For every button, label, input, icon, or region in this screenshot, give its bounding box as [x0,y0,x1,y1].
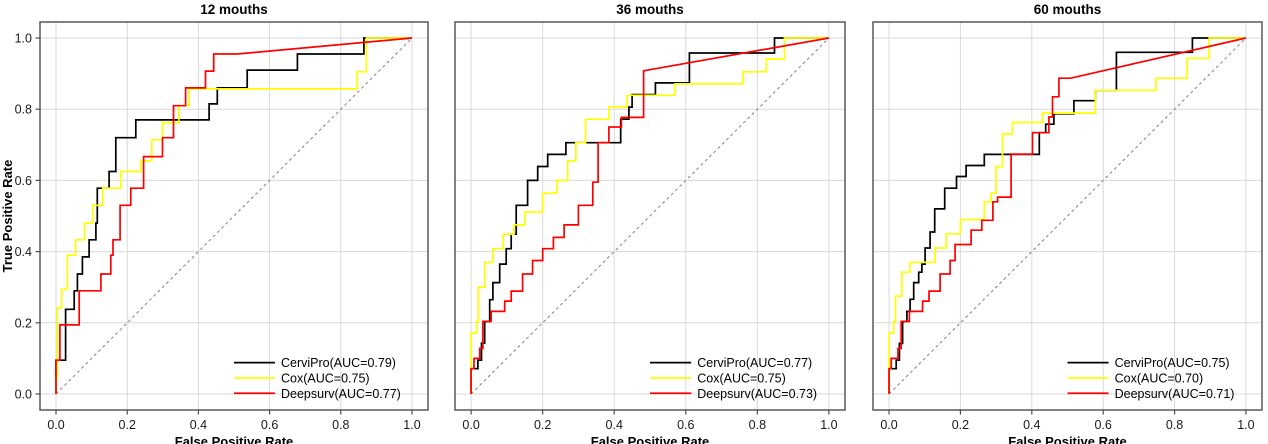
roc-curve-cox [470,37,829,394]
x-axis-tick-label: 0.6 [677,418,694,432]
panel-title: 60 mouths [1034,2,1102,17]
x-axis-tick-label: 1.0 [820,418,837,432]
y-axis-tick-label: 1.0 [15,32,32,46]
legend-label-cox: Cox(AUC=0.70) [1115,371,1204,385]
y-axis-tick-label: 0.0 [15,387,32,401]
roc-curve-cox [888,37,1246,394]
legend-label-deepsurv: Deepsurv(AUC=0.73) [697,387,817,401]
roc-panel-36-mouths: 0.0 0.2 0.4 0.6 0.8 1.0 False Positive Rate 36 … [454,2,846,444]
roc-panel-60-mouths: 0.0 0.2 0.4 0.6 0.8 1.0 False Positive Rate 60 … [872,2,1263,444]
roc-curve-deepsurv [55,37,413,394]
x-axis-tick-label: 0.2 [534,418,551,432]
x-axis-tick-label: 0.0 [462,418,479,432]
x-axis-tick-label: 0.4 [1023,418,1040,432]
legend-label-cervipro: CerviPro(AUC=0.77) [697,356,812,370]
x-axis-tick-label: 0.4 [606,418,623,432]
x-axis-tick-label: 0.4 [190,418,207,432]
diagonal-reference-line [55,37,413,395]
x-axis-tick-label: 1.0 [1237,418,1254,432]
y-axis-tick-label: 0.2 [15,316,32,330]
roc-panel-12-mouths: 0.0 0.2 0.4 0.6 0.8 1.0 False Positive Rate 0.0… [0,2,429,444]
x-axis-title: False Positive Rate [591,434,710,444]
panel-title: 36 mouths [616,2,684,17]
roc-curve-deepsurv [470,37,830,394]
x-axis-tick-label: 0.2 [119,418,136,432]
panel-border [39,21,429,411]
legend-label-cervipro: CerviPro(AUC=0.79) [281,356,396,370]
x-axis-title: False Positive Rate [175,434,294,444]
legend-label-deepsurv: Deepsurv(AUC=0.77) [281,387,401,401]
diagonal-reference-line [470,37,830,395]
x-axis-tick-label: 0.0 [880,418,897,432]
y-axis-tick-label: 0.8 [15,103,32,117]
x-axis-tick-label: 0.2 [952,418,969,432]
diagonal-reference-line [888,37,1247,395]
y-axis-tick-label: 0.4 [15,245,32,259]
x-axis-tick-label: 1.0 [403,418,420,432]
x-axis-tick-label: 0.8 [749,418,766,432]
legend-label-cox: Cox(AUC=0.75) [697,371,786,385]
roc-curve-deepsurv [888,37,1247,394]
x-axis-tick-label: 0.8 [1166,418,1183,432]
roc-curve-cox [55,37,412,394]
panel-border [454,21,846,411]
x-axis-tick-label: 0.8 [332,418,349,432]
panel-border [872,21,1263,411]
y-axis-title: True Positive Rate [0,160,15,273]
x-axis-tick-label: 0.6 [261,418,278,432]
x-axis-tick-label: 0.0 [47,418,64,432]
x-axis-title: False Positive Rate [1008,434,1127,444]
panel-title: 12 mouths [200,2,268,17]
legend-label-cox: Cox(AUC=0.75) [281,371,370,385]
legend-label-cervipro: CerviPro(AUC=0.75) [1115,356,1230,370]
y-axis-tick-label: 0.6 [15,174,32,188]
legend-label-deepsurv: Deepsurv(AUC=0.71) [1115,387,1235,401]
x-axis-tick-label: 0.6 [1094,418,1111,432]
